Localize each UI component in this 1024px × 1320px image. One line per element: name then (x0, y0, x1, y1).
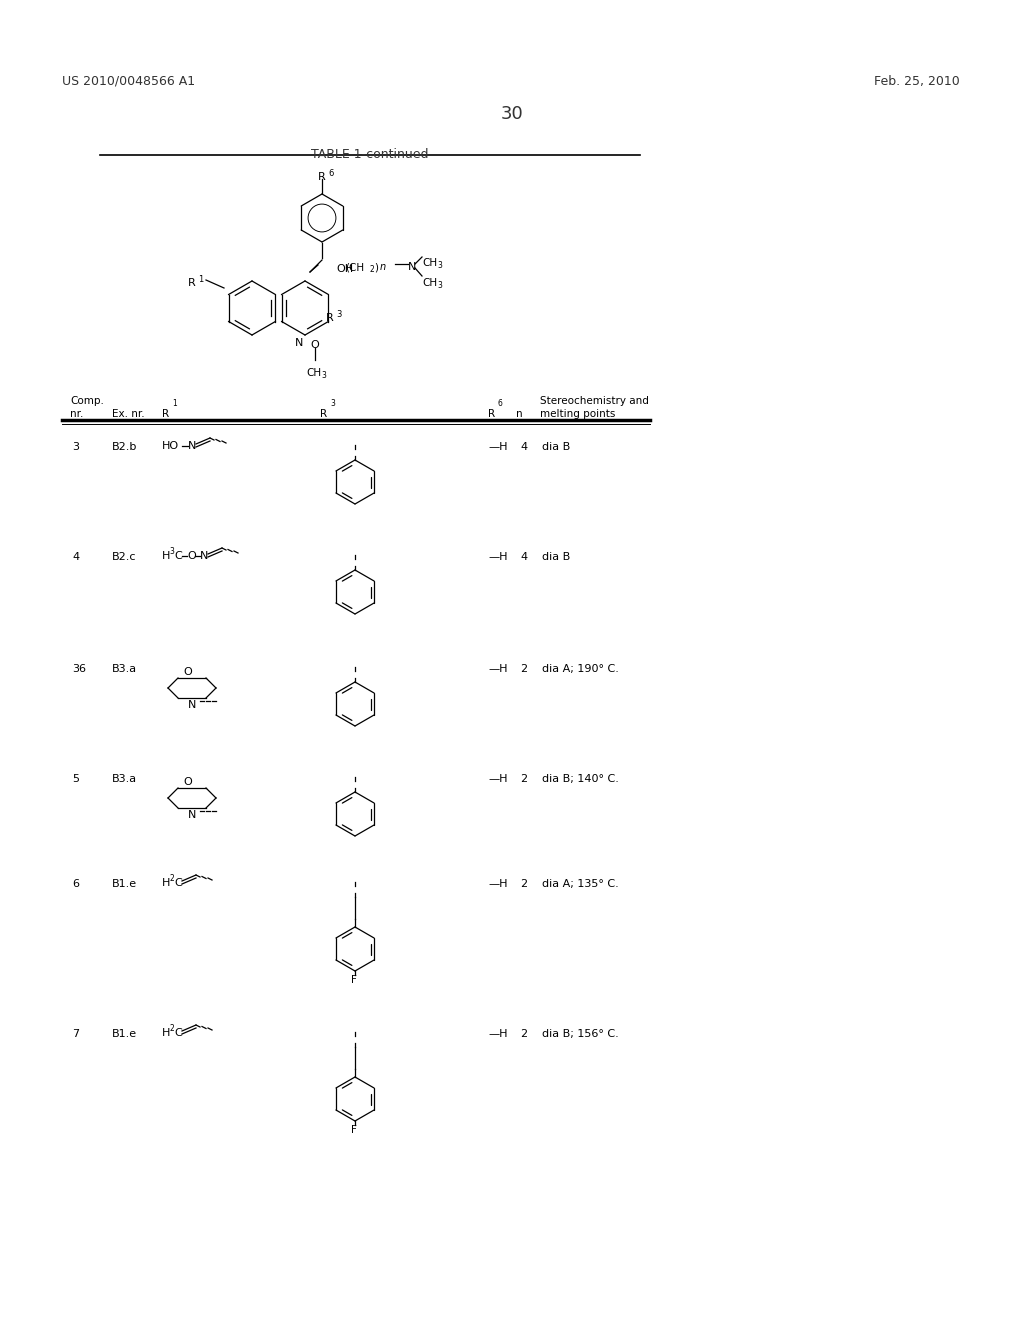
Text: CH: CH (422, 279, 437, 288)
Text: dia B; 156° C.: dia B; 156° C. (542, 1030, 618, 1039)
Text: 2: 2 (520, 1030, 527, 1039)
Text: N: N (408, 261, 417, 272)
Text: 30: 30 (501, 106, 523, 123)
Text: 2: 2 (169, 874, 174, 883)
Text: F: F (351, 1125, 357, 1135)
Text: 2: 2 (369, 265, 374, 275)
Text: 5: 5 (72, 774, 79, 784)
Text: O: O (183, 667, 193, 677)
Text: CH: CH (422, 257, 437, 268)
Text: C: C (174, 1028, 181, 1038)
Text: Comp.: Comp. (70, 396, 103, 407)
Text: HO: HO (162, 441, 179, 451)
Text: Feb. 25, 2010: Feb. 25, 2010 (874, 75, 961, 88)
Text: B1.e: B1.e (112, 1030, 137, 1039)
Text: N: N (187, 700, 197, 710)
Text: 6: 6 (328, 169, 334, 178)
Text: 2: 2 (169, 1024, 174, 1034)
Text: Stereochemistry and: Stereochemistry and (540, 396, 649, 407)
Text: H: H (162, 550, 170, 561)
Text: nr.: nr. (70, 409, 83, 418)
Text: US 2010/0048566 A1: US 2010/0048566 A1 (62, 75, 196, 88)
Text: 3: 3 (437, 281, 442, 290)
Text: F: F (351, 975, 357, 985)
Text: N: N (295, 338, 303, 348)
Text: —H: —H (488, 774, 508, 784)
Text: B1.e: B1.e (112, 879, 137, 888)
Text: 3: 3 (72, 442, 79, 451)
Text: dia A; 190° C.: dia A; 190° C. (542, 664, 618, 675)
Text: N: N (187, 810, 197, 820)
Text: O: O (310, 341, 318, 350)
Text: OH: OH (336, 264, 353, 275)
Text: 3: 3 (437, 261, 442, 271)
Text: dia B; 140° C.: dia B; 140° C. (542, 774, 618, 784)
Text: 2: 2 (520, 774, 527, 784)
Text: —H: —H (488, 442, 508, 451)
Text: 1: 1 (172, 399, 177, 408)
Text: Ex. nr.: Ex. nr. (112, 409, 144, 418)
Text: 3: 3 (330, 399, 335, 408)
Text: 2: 2 (520, 879, 527, 888)
Text: H: H (162, 878, 170, 888)
Text: 2: 2 (520, 664, 527, 675)
Text: R: R (488, 409, 496, 418)
Text: dia A; 135° C.: dia A; 135° C. (542, 879, 618, 888)
Text: O: O (187, 550, 196, 561)
Text: —H: —H (488, 664, 508, 675)
Text: (CH: (CH (345, 261, 365, 272)
Text: B2.c: B2.c (112, 552, 136, 562)
Text: C: C (174, 550, 181, 561)
Text: TABLE 1-continued: TABLE 1-continued (311, 148, 429, 161)
Text: O: O (183, 777, 193, 787)
Text: CH: CH (306, 368, 322, 378)
Text: N: N (188, 441, 197, 451)
Text: 6: 6 (72, 879, 79, 888)
Text: R: R (318, 172, 326, 182)
Text: 3: 3 (169, 546, 174, 556)
Text: n: n (516, 409, 522, 418)
Text: H: H (162, 1028, 170, 1038)
Text: melting points: melting points (540, 409, 615, 418)
Text: ): ) (374, 261, 378, 272)
Text: B3.a: B3.a (112, 664, 137, 675)
Text: 6: 6 (498, 399, 503, 408)
Text: B3.a: B3.a (112, 774, 137, 784)
Text: B2.b: B2.b (112, 442, 137, 451)
Text: 1: 1 (198, 275, 203, 284)
Text: R: R (188, 279, 196, 288)
Text: n: n (380, 261, 386, 272)
Text: 7: 7 (72, 1030, 79, 1039)
Text: 4: 4 (520, 442, 527, 451)
Text: —H: —H (488, 879, 508, 888)
Text: R: R (319, 409, 327, 418)
Text: R: R (162, 409, 169, 418)
Text: N: N (200, 550, 208, 561)
Text: 36: 36 (72, 664, 86, 675)
Text: —H: —H (488, 1030, 508, 1039)
Text: 3: 3 (336, 310, 341, 319)
Text: dia B: dia B (542, 442, 570, 451)
Text: 3: 3 (321, 371, 326, 380)
Text: R: R (326, 313, 334, 323)
Text: dia B: dia B (542, 552, 570, 562)
Text: 4: 4 (520, 552, 527, 562)
Text: 4: 4 (72, 552, 79, 562)
Text: C: C (174, 878, 181, 888)
Text: —H: —H (488, 552, 508, 562)
